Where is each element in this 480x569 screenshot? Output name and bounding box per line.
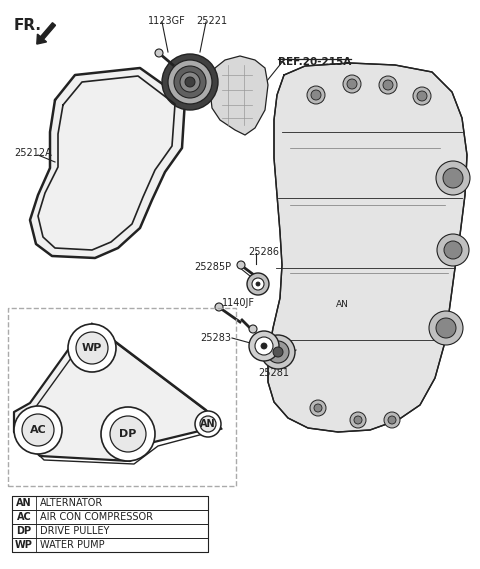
Text: WP: WP [15,540,33,550]
Text: AN: AN [16,498,32,508]
Circle shape [310,400,326,416]
Bar [12,538,208,552]
Text: AC: AC [17,512,31,522]
FancyArrow shape [37,23,56,44]
Circle shape [388,416,396,424]
Text: AN: AN [336,300,349,309]
Circle shape [76,332,108,364]
Circle shape [437,234,469,266]
Circle shape [247,273,269,295]
Circle shape [436,318,456,338]
Circle shape [180,72,200,92]
Bar [12,496,208,510]
Circle shape [22,414,54,446]
Circle shape [311,90,321,100]
Circle shape [168,60,212,104]
Circle shape [444,241,462,259]
Text: AC: AC [30,425,47,435]
Circle shape [347,79,357,89]
Text: WP: WP [82,343,102,353]
Bar [12,510,208,524]
Circle shape [249,325,257,333]
Circle shape [155,49,163,57]
Text: AN: AN [200,419,216,429]
Text: WATER PUMP: WATER PUMP [40,540,105,550]
Text: 25283: 25283 [200,333,231,343]
Circle shape [68,324,116,372]
Circle shape [267,341,289,363]
Text: REF.20-215A: REF.20-215A [278,57,351,67]
Text: 25212A: 25212A [14,148,52,158]
Circle shape [384,412,400,428]
Circle shape [200,416,216,432]
Circle shape [174,66,206,98]
Circle shape [195,411,221,437]
Circle shape [256,282,260,286]
Circle shape [101,407,155,461]
Circle shape [343,75,361,93]
Circle shape [215,303,223,311]
Circle shape [354,416,362,424]
Polygon shape [14,324,220,461]
Bar [12,496,208,552]
Circle shape [307,86,325,104]
Bar [8,308,236,486]
Circle shape [261,343,267,349]
Circle shape [436,161,470,195]
Circle shape [314,404,322,412]
Bar [12,524,208,538]
Text: 25281: 25281 [258,368,289,378]
Polygon shape [30,68,185,258]
Circle shape [110,416,146,452]
Circle shape [261,335,295,369]
Circle shape [429,311,463,345]
Circle shape [383,80,393,90]
Polygon shape [268,63,467,432]
Circle shape [14,406,62,454]
Circle shape [252,278,264,290]
Text: FR.: FR. [14,18,42,33]
Circle shape [185,77,195,87]
Text: 1123GF: 1123GF [148,16,186,26]
Text: DP: DP [16,526,32,536]
Text: DRIVE PULLEY: DRIVE PULLEY [40,526,109,536]
Circle shape [350,412,366,428]
Text: 25221: 25221 [196,16,227,26]
Text: DP: DP [120,429,137,439]
Text: AIR CON COMPRESSOR: AIR CON COMPRESSOR [40,512,153,522]
Circle shape [413,87,431,105]
Circle shape [417,91,427,101]
Polygon shape [210,56,268,135]
Text: 1140JF: 1140JF [222,298,255,308]
Circle shape [249,331,279,361]
Text: 25285P: 25285P [194,262,231,272]
Circle shape [379,76,397,94]
Circle shape [273,347,283,357]
Text: ALTERNATOR: ALTERNATOR [40,498,103,508]
Circle shape [255,337,273,355]
Circle shape [237,261,245,269]
Circle shape [443,168,463,188]
Text: 25286: 25286 [248,247,279,257]
Circle shape [162,54,218,110]
